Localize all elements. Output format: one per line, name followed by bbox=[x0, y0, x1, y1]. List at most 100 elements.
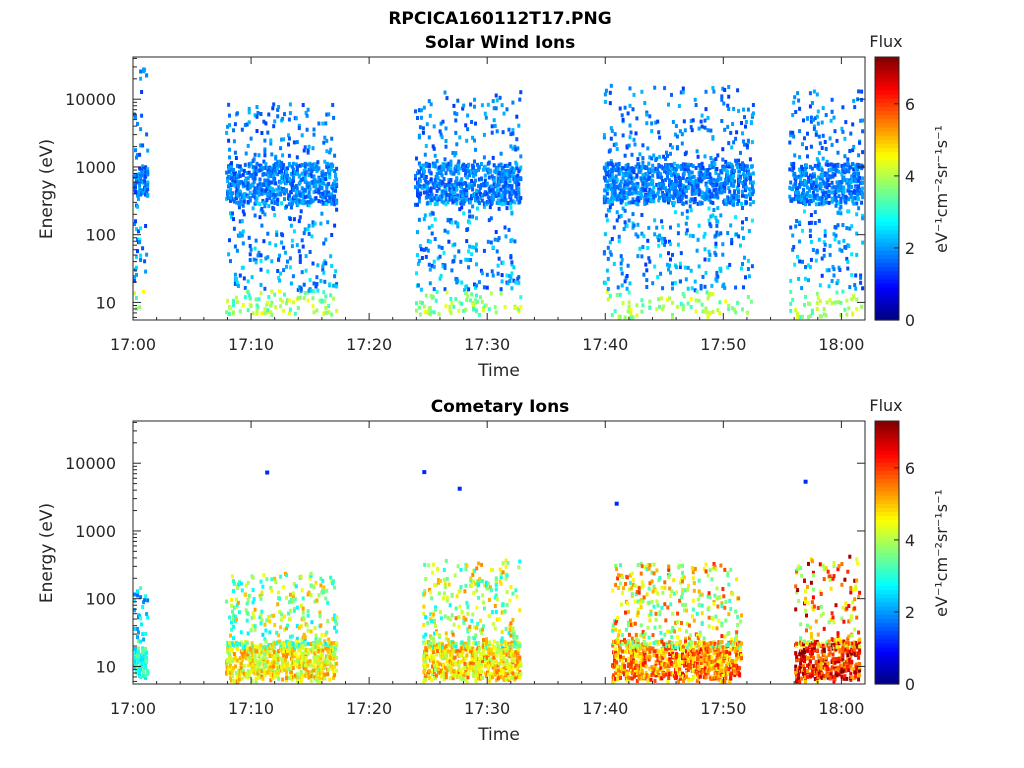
flux-cell bbox=[700, 161, 704, 166]
flux-cell bbox=[711, 310, 715, 314]
flux-cell bbox=[133, 187, 136, 192]
flux-cell bbox=[709, 156, 713, 160]
flux-cell bbox=[839, 204, 843, 209]
flux-cell bbox=[287, 162, 291, 166]
flux-cell bbox=[228, 155, 231, 160]
flux-cell bbox=[140, 191, 144, 196]
flux-cell bbox=[238, 309, 242, 314]
flux-cell bbox=[472, 306, 475, 311]
flux-cell bbox=[632, 190, 636, 195]
flux-cell bbox=[143, 67, 147, 72]
flux-cell bbox=[294, 193, 298, 198]
flux-cell bbox=[859, 280, 863, 285]
flux-cell bbox=[731, 122, 735, 126]
flux-cell bbox=[286, 173, 289, 178]
flux-cell bbox=[242, 654, 246, 659]
flux-cell bbox=[227, 102, 231, 107]
flux-cell bbox=[436, 256, 440, 261]
flux-cell bbox=[490, 174, 494, 179]
flux-cell bbox=[136, 173, 139, 178]
flux-cell bbox=[480, 193, 484, 198]
flux-cell bbox=[644, 262, 648, 267]
flux-cell bbox=[296, 675, 300, 680]
flux-cell bbox=[245, 171, 249, 175]
flux-cell bbox=[459, 166, 463, 171]
flux-cell bbox=[225, 599, 229, 604]
flux-cell bbox=[647, 182, 651, 187]
flux-cell bbox=[431, 181, 435, 186]
flux-cell bbox=[654, 120, 658, 125]
flux-cell bbox=[302, 296, 306, 301]
flux-cell bbox=[464, 307, 468, 312]
flux-cell bbox=[683, 128, 687, 133]
flux-cell bbox=[648, 114, 652, 119]
flux-cell bbox=[681, 292, 685, 296]
flux-cell bbox=[300, 640, 304, 645]
flux-cell bbox=[477, 177, 481, 182]
flux-cell bbox=[235, 658, 239, 663]
flux-cell bbox=[431, 163, 435, 168]
flux-cell bbox=[417, 183, 421, 188]
flux-cell bbox=[297, 126, 301, 131]
flux-cell bbox=[423, 152, 427, 157]
flux-cell bbox=[510, 271, 514, 276]
flux-cell bbox=[453, 242, 457, 247]
colorbar-band bbox=[875, 147, 899, 153]
flux-cell bbox=[612, 225, 616, 230]
flux-cell bbox=[720, 119, 724, 123]
colorbar-unit-label: eV⁻¹cm⁻²sr⁻¹s⁻¹ bbox=[932, 125, 951, 253]
flux-cell bbox=[288, 265, 292, 270]
flux-cell bbox=[686, 265, 690, 270]
flux-cell bbox=[696, 201, 700, 206]
flux-cell bbox=[275, 187, 279, 192]
flux-cell bbox=[714, 170, 718, 175]
flux-cell bbox=[435, 201, 439, 206]
flux-cell bbox=[331, 103, 335, 107]
flux-cell bbox=[843, 162, 847, 167]
flux-cell bbox=[251, 165, 255, 170]
flux-cell bbox=[650, 121, 654, 126]
flux-cell bbox=[827, 200, 831, 205]
flux-cell bbox=[852, 294, 856, 299]
colorbar-band bbox=[875, 73, 899, 79]
flux-cell bbox=[285, 204, 288, 209]
flux-cell bbox=[718, 311, 722, 316]
flux-cell bbox=[822, 198, 826, 203]
flux-cell bbox=[304, 179, 308, 184]
spectrogram-cells bbox=[133, 67, 865, 320]
flux-cell bbox=[276, 107, 280, 112]
flux-cell bbox=[652, 185, 656, 190]
flux-cell bbox=[508, 162, 512, 166]
flux-cell bbox=[818, 283, 822, 288]
flux-cell bbox=[713, 162, 717, 167]
flux-cell bbox=[477, 312, 481, 317]
flux-cell bbox=[665, 188, 668, 193]
flux-cell bbox=[297, 644, 301, 649]
flux-cell bbox=[477, 201, 481, 206]
flux-cell bbox=[248, 198, 252, 203]
flux-cell bbox=[309, 571, 313, 576]
flux-cell bbox=[267, 295, 271, 299]
flux-cell bbox=[230, 620, 233, 625]
flux-cell bbox=[636, 254, 640, 259]
flux-cell bbox=[611, 167, 615, 172]
flux-cell bbox=[512, 170, 516, 174]
flux-cell bbox=[733, 169, 737, 173]
flux-cell bbox=[452, 171, 456, 176]
flux-cell bbox=[255, 186, 259, 191]
flux-cell bbox=[843, 170, 847, 175]
flux-cell bbox=[253, 176, 257, 181]
flux-cell bbox=[810, 166, 814, 171]
flux-cell bbox=[690, 286, 694, 291]
flux-cell bbox=[247, 162, 251, 167]
flux-cell bbox=[500, 103, 504, 108]
panel-title: Cometary Ions bbox=[431, 397, 570, 417]
flux-cell bbox=[253, 213, 257, 218]
flux-cell bbox=[299, 660, 303, 665]
flux-cell bbox=[703, 191, 707, 196]
flux-cell bbox=[677, 196, 681, 201]
flux-cell bbox=[663, 193, 667, 198]
flux-cell bbox=[699, 286, 703, 291]
flux-cell bbox=[493, 191, 497, 196]
